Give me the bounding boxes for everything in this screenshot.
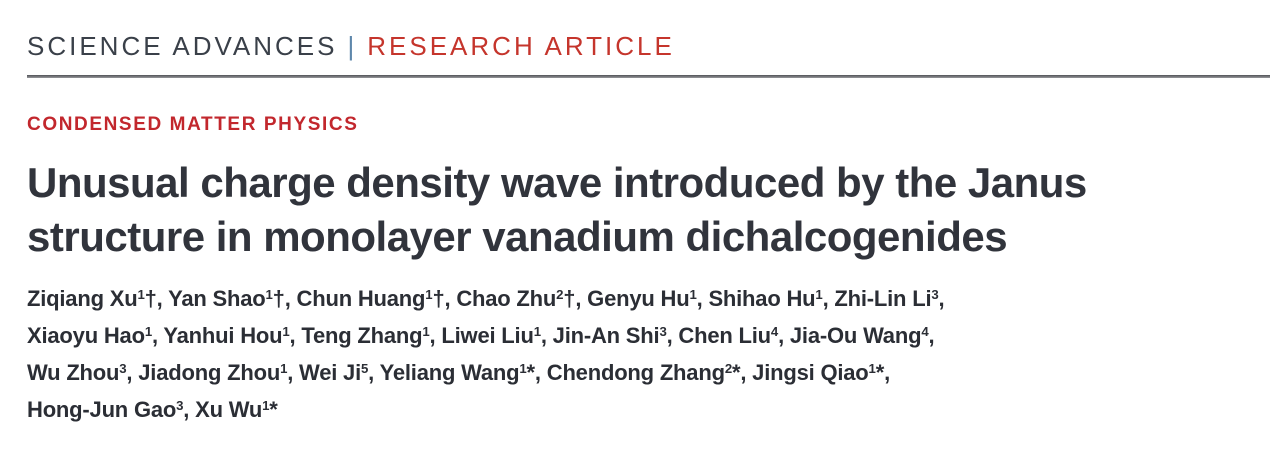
author-name: Wu Zhou: [27, 360, 120, 386]
author-affiliation-superscript: 1: [282, 324, 290, 340]
author-name: Zhi-Lin Li: [834, 286, 932, 312]
equal-contribution-mark: †: [144, 286, 157, 312]
equal-contribution-mark: †: [432, 286, 445, 312]
author-name: Xu Wu: [195, 397, 263, 423]
author-line: Wu Zhou3, Jiadong Zhou1, Wei Ji5, Yelian…: [27, 360, 890, 386]
author-affiliation-superscript: 1: [137, 287, 145, 303]
article-title: Unusual charge density wave introduced b…: [27, 156, 1243, 264]
author-line: Hong-Jun Gao3, Xu Wu1*: [27, 397, 278, 423]
author-name: Chao Zhu: [456, 286, 557, 312]
author-name: Wei Ji: [299, 360, 362, 386]
author-name: Chun Huang: [296, 286, 426, 312]
author-name: Teng Zhang: [301, 323, 423, 349]
author-affiliation-superscript: 1: [533, 324, 541, 340]
author-affiliation-superscript: 1: [519, 361, 527, 376]
author-name: Liwei Liu: [441, 323, 534, 349]
author-affiliation-superscript: 3: [176, 397, 184, 413]
article-type-label: RESEARCH ARTICLE: [367, 31, 675, 61]
author-line: Xiaoyu Hao1, Yanhui Hou1, Teng Zhang1, L…: [27, 323, 935, 349]
corresponding-author-mark: *: [731, 360, 741, 386]
article-title-line-2: structure in monolayer vanadium dichalco…: [27, 213, 1008, 261]
author-name: Yanhui Hou: [163, 323, 283, 349]
author-name: Yeliang Wang: [379, 360, 520, 386]
author-affiliation-superscript: 4: [770, 324, 779, 340]
author-affiliation-superscript: 1: [280, 361, 288, 376]
author-name: Shihao Hu: [708, 286, 816, 312]
author-name: Ziqiang Xu: [27, 286, 138, 312]
author-affiliation-superscript: 1: [422, 324, 430, 340]
corresponding-author-mark: *: [875, 360, 885, 386]
author-affiliation-superscript: 3: [931, 287, 939, 303]
author-affiliation-superscript: 2: [556, 287, 564, 303]
author-affiliation-superscript: 5: [361, 361, 369, 376]
masthead-rule: [27, 75, 1270, 78]
masthead-separator: |: [347, 31, 358, 61]
author-list: Ziqiang Xu1†, Yan Shao1†, Chun Huang1†, …: [27, 281, 1243, 429]
author-name: Genyu Hu: [587, 286, 690, 312]
author-affiliation-superscript: 1: [262, 397, 270, 413]
journal-masthead: SCIENCE ADVANCES | RESEARCH ARTICLE: [27, 0, 1243, 62]
author-affiliation-superscript: 3: [119, 361, 127, 376]
author-name: Chen Liu: [678, 323, 771, 349]
corresponding-author-mark: *: [269, 397, 278, 423]
author-name: Jin-An Shi: [552, 323, 660, 349]
author-name: Yan Shao: [168, 286, 266, 312]
author-affiliation-superscript: 1: [265, 287, 273, 303]
author-affiliation-superscript: 3: [659, 324, 667, 340]
journal-name: SCIENCE ADVANCES: [27, 31, 338, 61]
author-affiliation-superscript: 1: [689, 287, 697, 303]
equal-contribution-mark: †: [272, 286, 285, 312]
author-affiliation-superscript: 4: [921, 324, 929, 340]
author-name: Jia-Ou Wang: [789, 323, 922, 349]
author-affiliation-superscript: 1: [144, 324, 152, 340]
subject-section-kicker: CONDENSED MATTER PHYSICS: [27, 114, 359, 135]
author-name: Jingsi Qiao: [752, 360, 869, 386]
author-affiliation-superscript: 1: [868, 361, 876, 376]
author-affiliation-superscript: 1: [815, 287, 823, 303]
corresponding-author-mark: *: [526, 360, 536, 386]
author-line: Ziqiang Xu1†, Yan Shao1†, Chun Huang1†, …: [27, 286, 945, 312]
article-title-line-1: Unusual charge density wave introduced b…: [27, 159, 1087, 206]
author-name: Hong-Jun Gao: [27, 397, 177, 423]
author-affiliation-superscript: 1: [425, 287, 433, 303]
author-affiliation-superscript: 2: [724, 361, 732, 376]
author-name: Chendong Zhang: [546, 360, 725, 386]
author-name: Xiaoyu Hao: [27, 323, 145, 349]
author-name: Jiadong Zhou: [138, 360, 281, 386]
equal-contribution-mark: †: [563, 286, 576, 312]
